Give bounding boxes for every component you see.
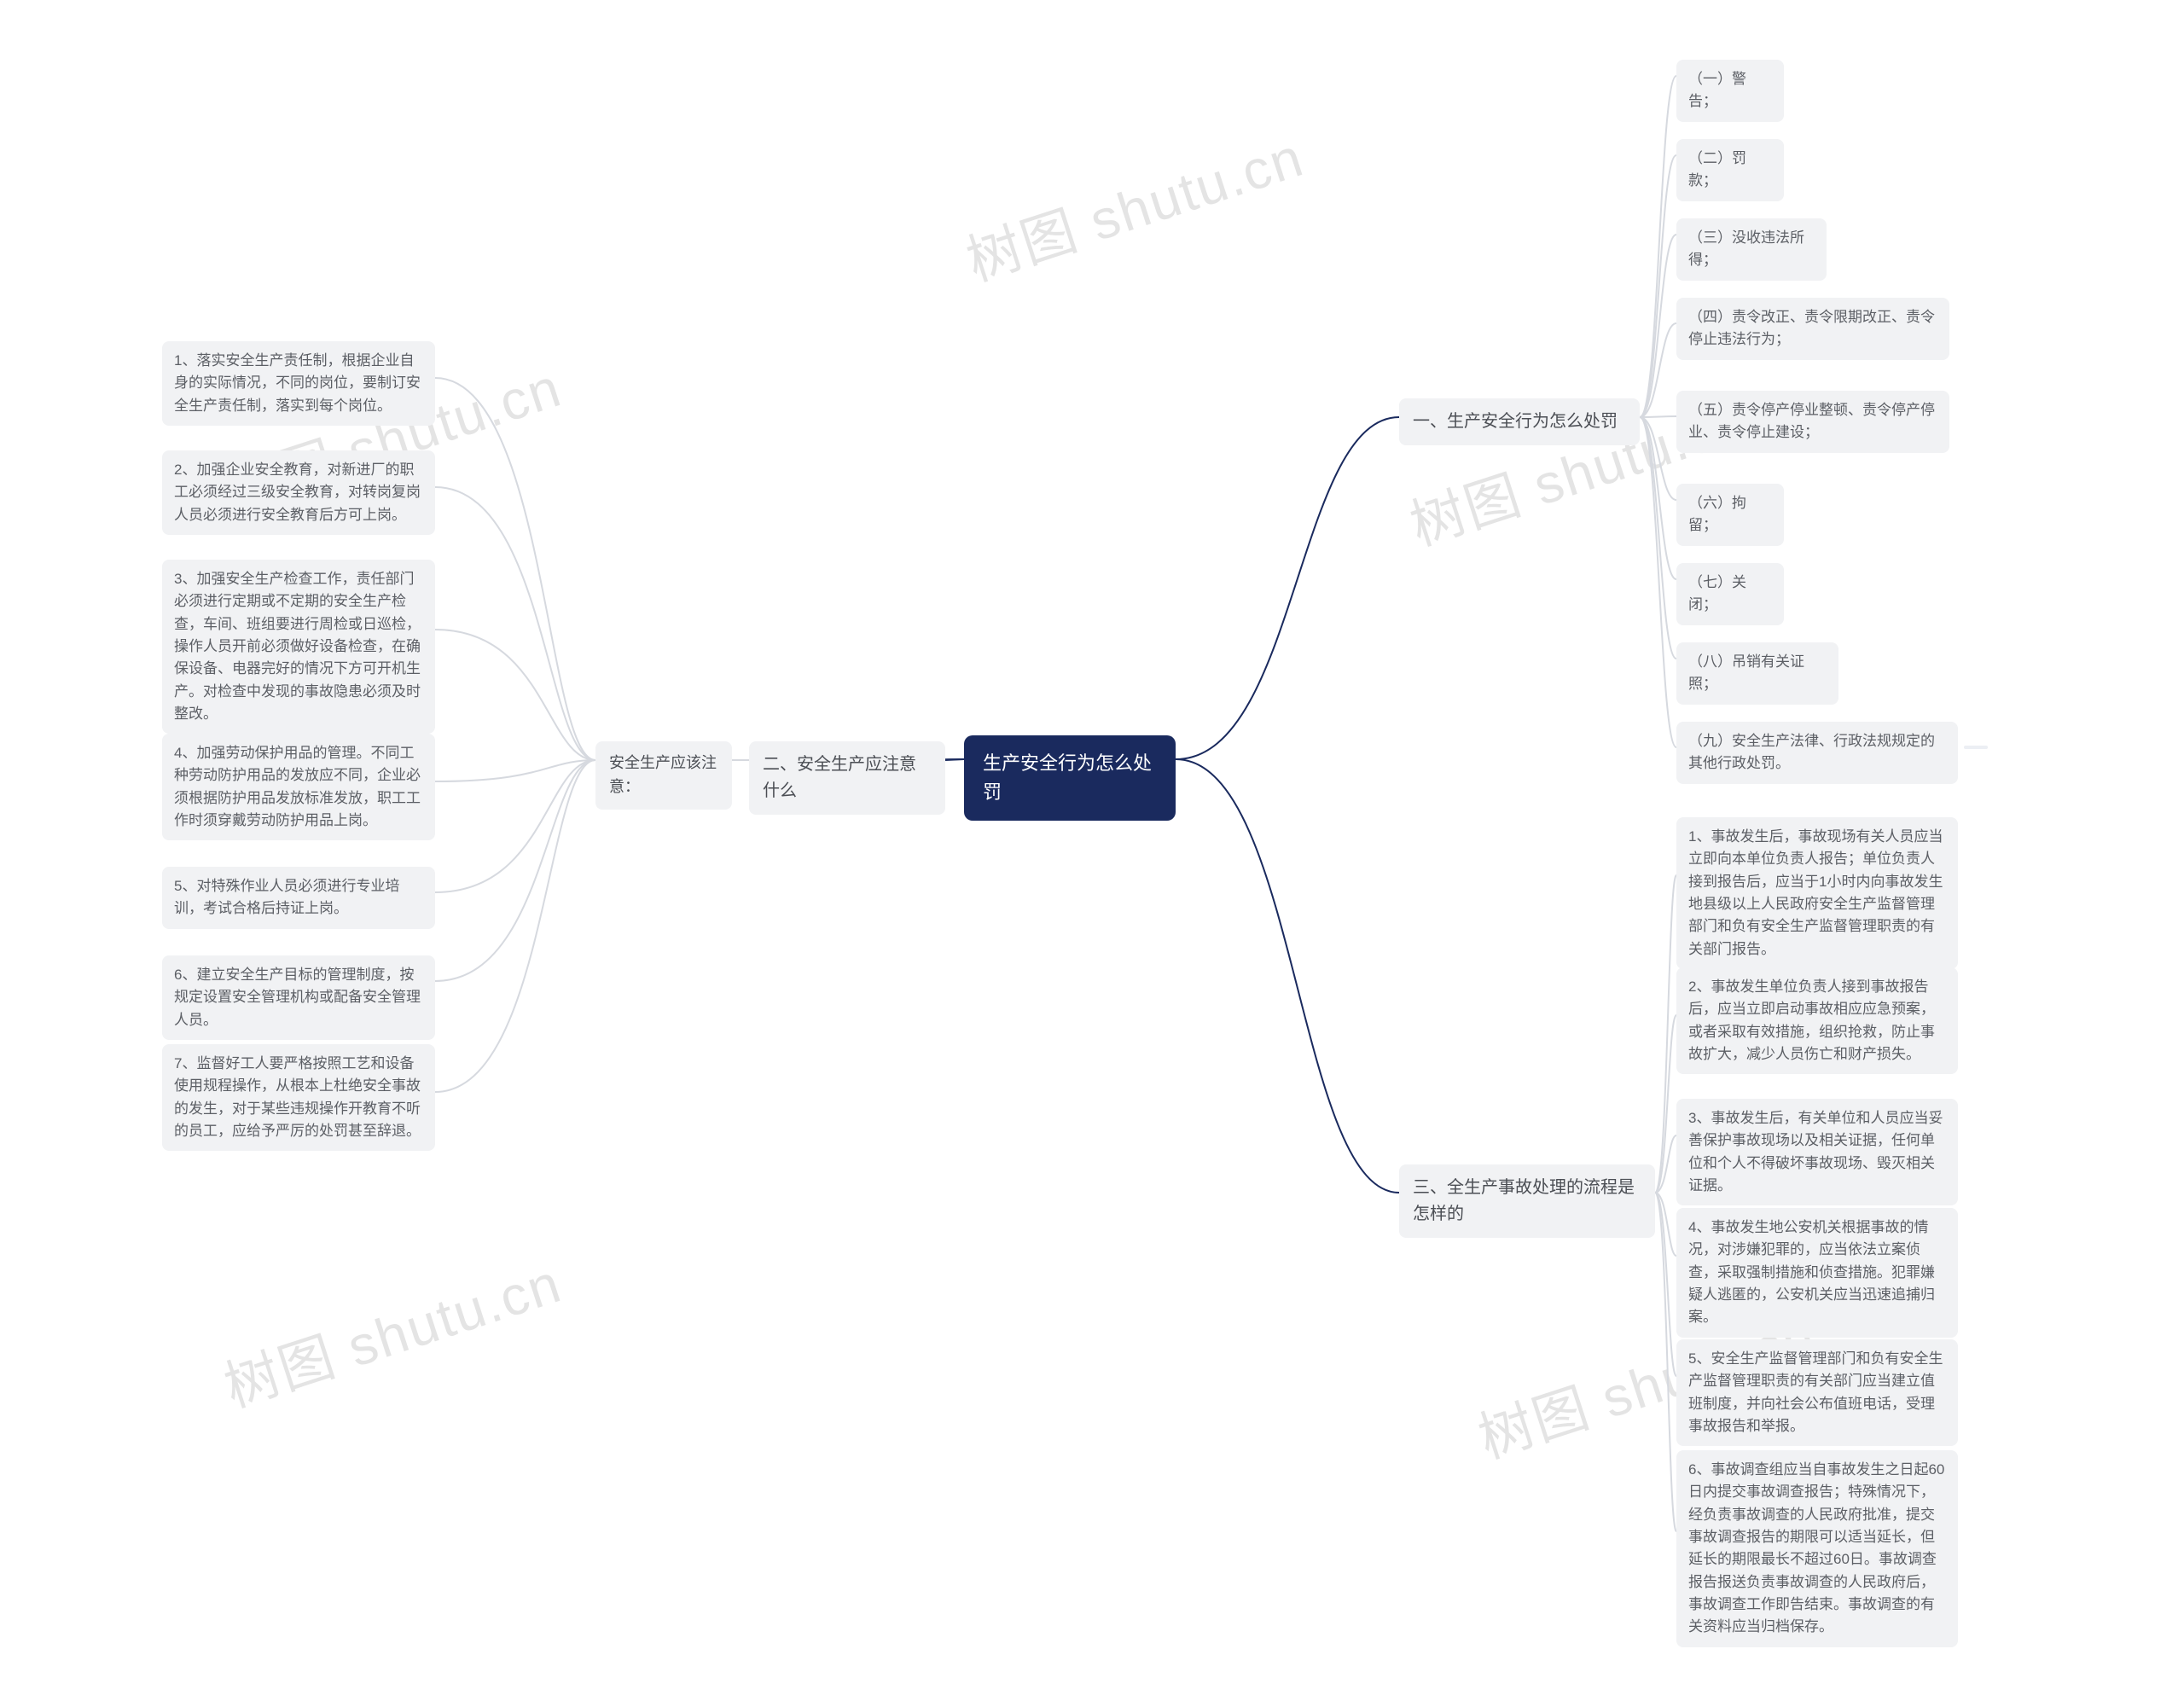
branch-1-leaf-6[interactable]: （七）关闭；	[1676, 563, 1784, 625]
branch-2-sub[interactable]: 安全生产应该注意：	[595, 741, 732, 810]
branch-2-leaf-6[interactable]: 7、监督好工人要严格按照工艺和设备使用规程操作，从根本上杜绝安全事故的发生，对于…	[162, 1044, 435, 1151]
branch-3-leaf-3[interactable]: 4、事故发生地公安机关根据事故的情况，对涉嫌犯罪的，应当依法立案侦查，采取强制措…	[1676, 1208, 1958, 1338]
watermark: 树图 shutu.cn	[213, 1240, 570, 1422]
branch-3-leaf-5[interactable]: 6、事故调查组应当自事故发生之日起60日内提交事故调查报告；特殊情况下，经负责事…	[1676, 1450, 1958, 1647]
branch-3-leaf-1[interactable]: 2、事故发生单位负责人接到事故报告后，应当立即启动事故相应应急预案，或者采取有效…	[1676, 967, 1958, 1074]
branch-1-leaf-4[interactable]: （五）责令停产停业整顿、责令停产停业、责令停止建设；	[1676, 391, 1949, 453]
branch-2[interactable]: 二、安全生产应注意什么	[749, 741, 945, 815]
branch-2-leaf-4[interactable]: 5、对特殊作业人员必须进行专业培训，考试合格后持证上岗。	[162, 867, 435, 929]
branch-2-leaf-5[interactable]: 6、建立安全生产目标的管理制度，按规定设置安全管理机构或配备安全管理人员。	[162, 955, 435, 1040]
branch-3-leaf-2[interactable]: 3、事故发生后，有关单位和人员应当妥善保护事故现场以及相关证据，任何单位和个人不…	[1676, 1099, 1958, 1205]
watermark: 树图 shutu.cn	[956, 113, 1312, 296]
branch-1-leaf-5[interactable]: （六）拘留；	[1676, 484, 1784, 546]
collapsed-indicator	[1964, 746, 1988, 749]
branch-1-leaf-3[interactable]: （四）责令改正、责令限期改正、责令停止违法行为；	[1676, 298, 1949, 360]
mindmap-canvas: 树图 shutu.cn 树图 shutu.cn 树图 shutu.cn 树图 s…	[0, 0, 2184, 1684]
branch-2-leaf-3[interactable]: 4、加强劳动保护用品的管理。不同工种劳动防护用品的发放应不同，企业必须根据防护用…	[162, 734, 435, 840]
branch-3-leaf-0[interactable]: 1、事故发生后，事故现场有关人员应当立即向本单位负责人报告；单位负责人接到报告后…	[1676, 817, 1958, 969]
branch-1-leaf-2[interactable]: （三）没收违法所得；	[1676, 218, 1827, 281]
branch-1-leaf-0[interactable]: （一）警告；	[1676, 60, 1784, 122]
branch-1-leaf-1[interactable]: （二）罚款；	[1676, 139, 1784, 201]
branch-1-leaf-8[interactable]: （九）安全生产法律、行政法规规定的其他行政处罚。	[1676, 722, 1958, 784]
branch-2-leaf-0[interactable]: 1、落实安全生产责任制，根据企业自身的实际情况，不同的岗位，要制订安全生产责任制…	[162, 341, 435, 426]
branch-1[interactable]: 一、生产安全行为怎么处罚	[1399, 398, 1640, 445]
branch-1-leaf-7[interactable]: （八）吊销有关证照；	[1676, 642, 1838, 705]
branch-3-leaf-4[interactable]: 5、安全生产监督管理部门和负有安全生产监督管理职责的有关部门应当建立值班制度，并…	[1676, 1339, 1958, 1446]
branch-2-leaf-1[interactable]: 2、加强企业安全教育，对新进厂的职工必须经过三级安全教育，对转岗复岗人员必须进行…	[162, 450, 435, 535]
branch-3[interactable]: 三、全生产事故处理的流程是怎样的	[1399, 1164, 1655, 1238]
root-node[interactable]: 生产安全行为怎么处罚	[964, 735, 1176, 821]
branch-2-leaf-2[interactable]: 3、加强安全生产检查工作，责任部门必须进行定期或不定期的安全生产检查，车间、班组…	[162, 560, 435, 734]
